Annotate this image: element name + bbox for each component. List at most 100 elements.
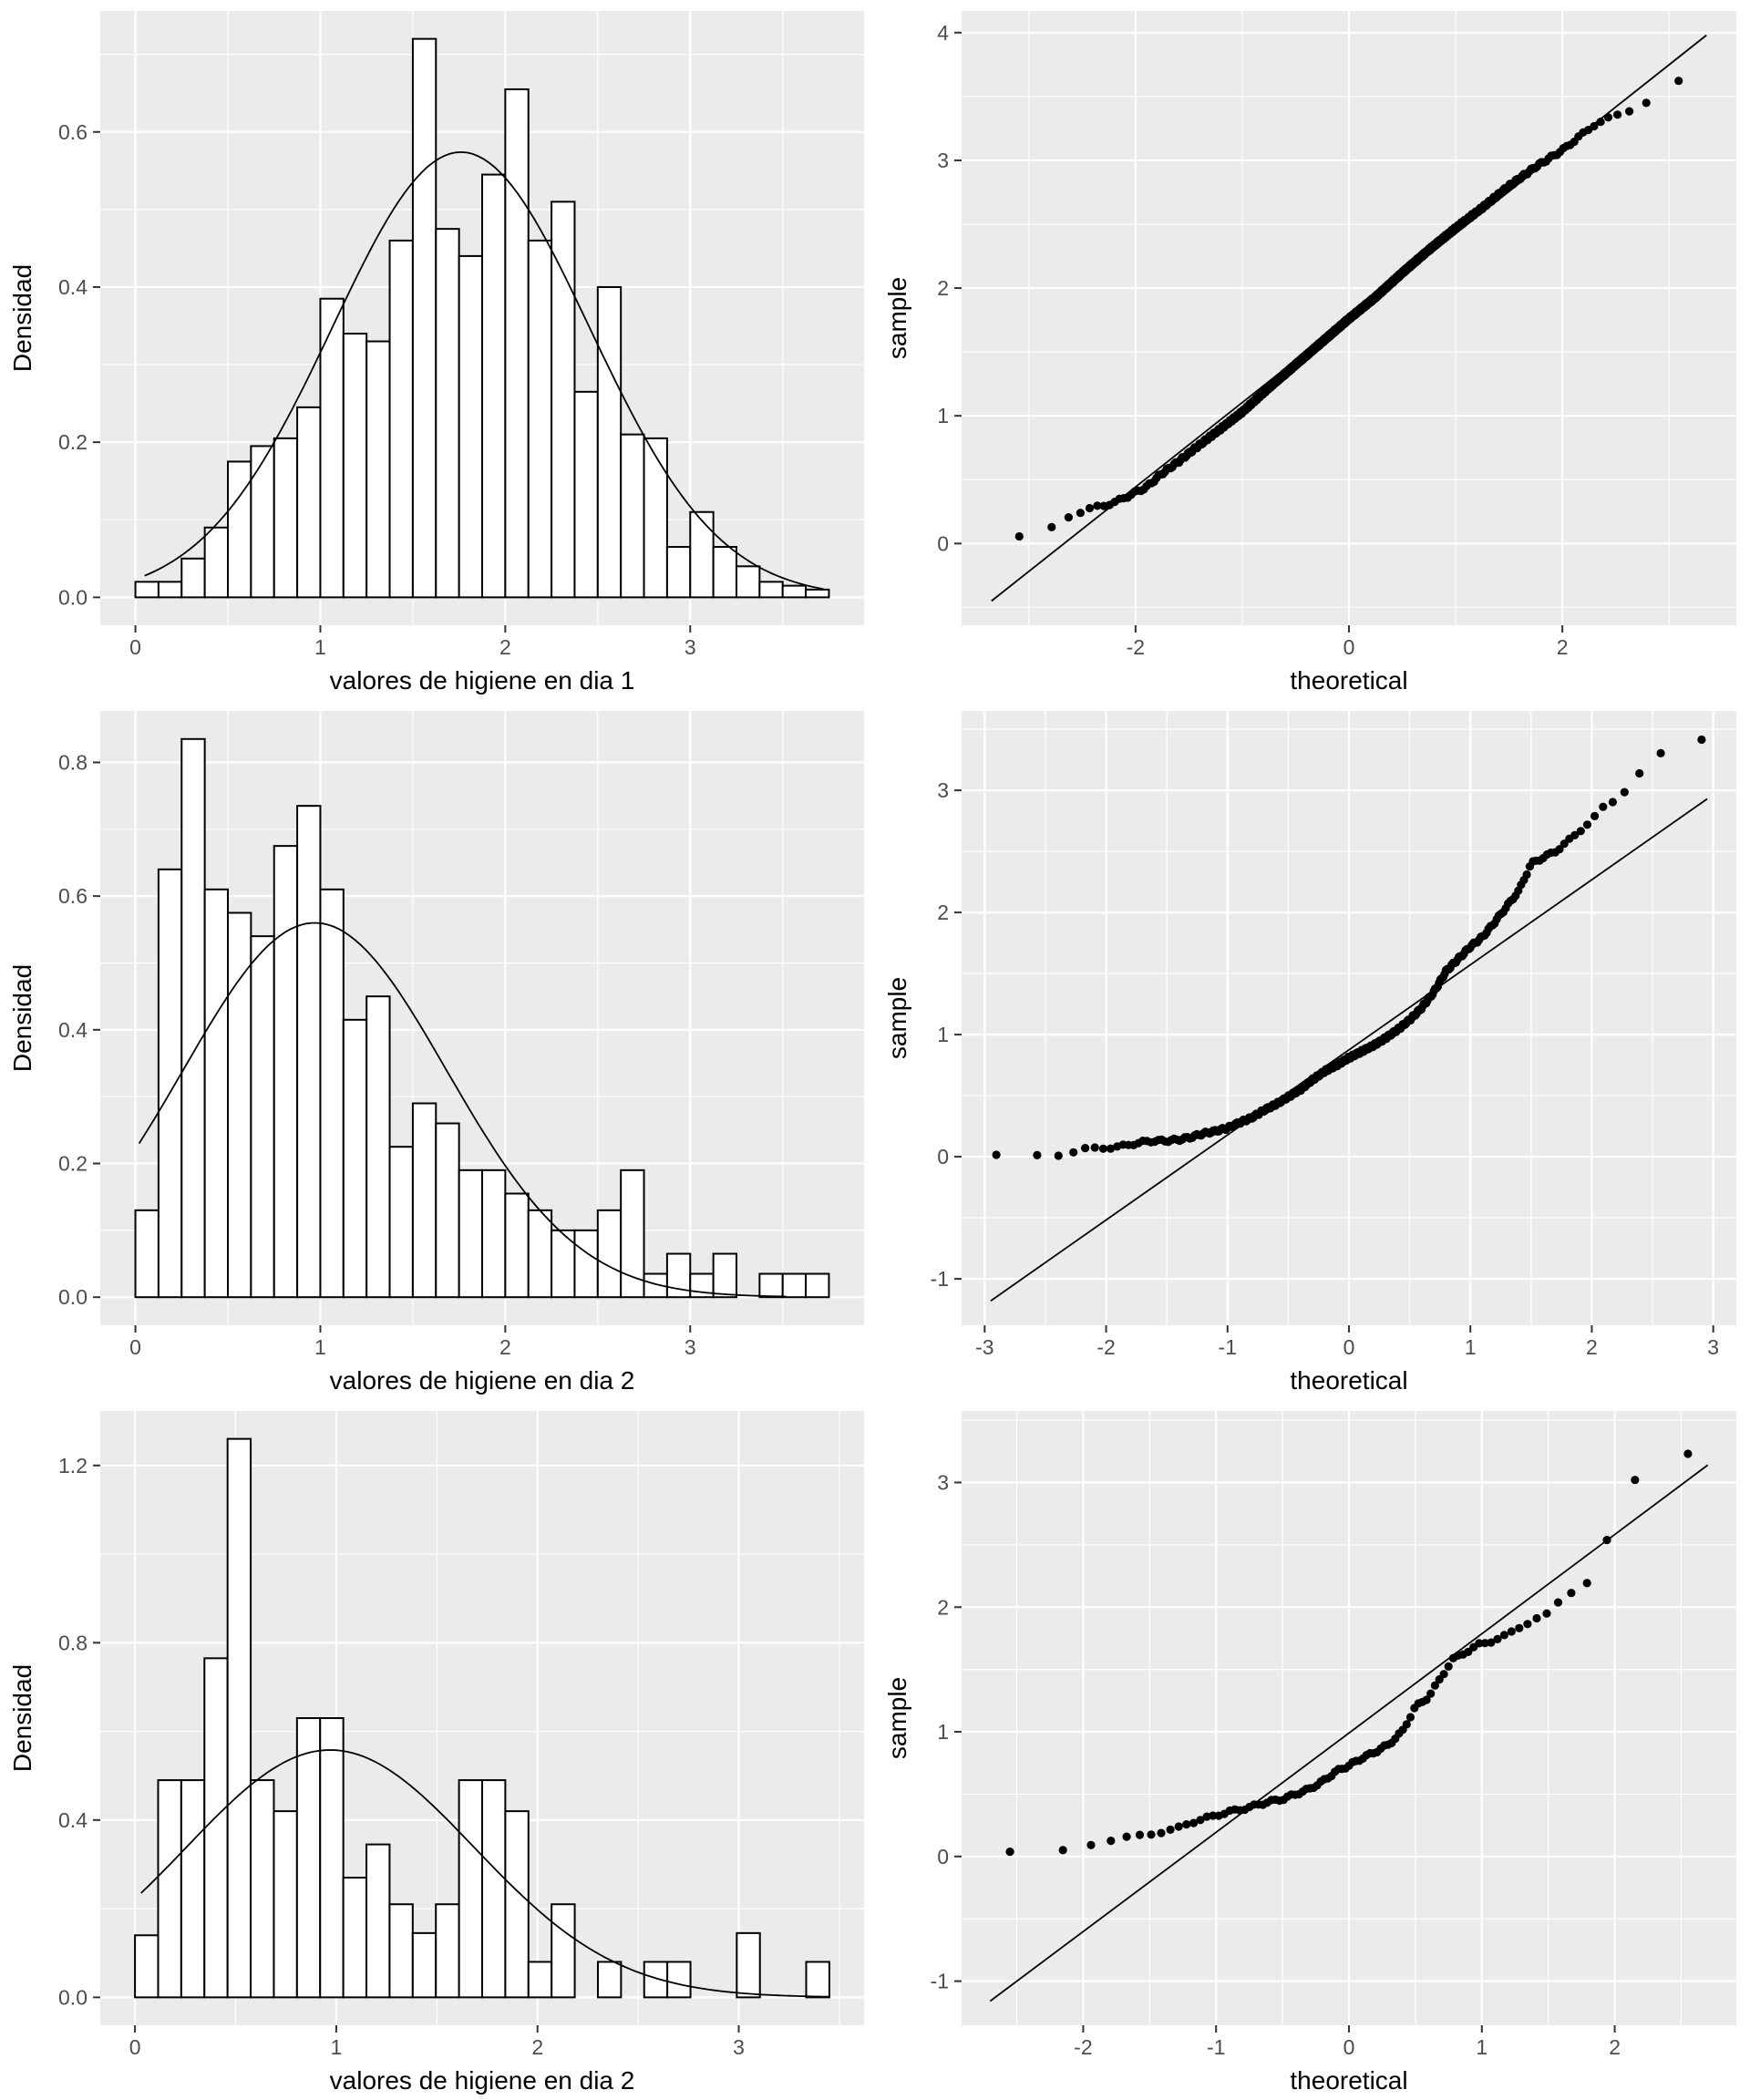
plot-histogram-dia2-b: 0 1 2 3 0.0 0.4 0.8 1.2 valores de higiene en di… xyxy=(0,1400,875,2100)
histogram-bar xyxy=(781,584,808,599)
plot-canvas: 0 1 2 3 0.0 0.2 0.4 0.6 0.8 valores de higiene en… xyxy=(8,711,864,1395)
histogram-bar xyxy=(365,340,391,599)
x-axis-title: valores de higiene en dia 1 xyxy=(330,666,635,695)
qq-point xyxy=(1054,1151,1063,1160)
qq-point xyxy=(1014,531,1024,541)
plot-qq-dia2-b: -2 -1 0 1 2 -1 0 1 2 3 theoretical sample xyxy=(875,1400,1750,2100)
y-axis-title: sample xyxy=(883,977,911,1059)
histogram-bar xyxy=(665,546,692,599)
qq-point xyxy=(1047,522,1056,532)
y-tick-label: 0 xyxy=(937,531,949,555)
qq-point xyxy=(1058,1846,1067,1855)
histogram-bar xyxy=(134,1934,160,1999)
histogram-bar xyxy=(319,888,345,1299)
histogram-bar xyxy=(296,406,322,599)
y-tick-label: -1 xyxy=(931,1267,949,1291)
qq-point xyxy=(1076,509,1085,518)
qq-point xyxy=(1106,1144,1116,1153)
qq-point xyxy=(1625,107,1634,116)
qq-point xyxy=(1196,1816,1205,1825)
qq-point xyxy=(1631,1476,1640,1485)
y-tick-label: 0 xyxy=(937,1145,949,1168)
tick-marks xyxy=(93,130,692,633)
histogram-bar xyxy=(527,1209,553,1299)
y-tick-label: 0.8 xyxy=(58,750,88,774)
x-tick-label: -1 xyxy=(1207,2035,1225,2059)
y-tick-label: 3 xyxy=(937,1471,949,1495)
x-tick-label: 2 xyxy=(499,1335,511,1359)
histogram-bar xyxy=(596,285,623,599)
histogram-bar xyxy=(666,1961,692,1999)
qq-point xyxy=(1590,121,1599,131)
histogram-bar xyxy=(481,173,507,599)
qq-point xyxy=(1093,501,1102,510)
qq-point xyxy=(1602,1536,1611,1545)
qq-point xyxy=(1603,113,1613,122)
plot-canvas: 0 1 2 3 0.0 0.4 0.8 1.2 valores de higiene en di… xyxy=(8,1411,864,2095)
histogram-bar xyxy=(273,437,299,599)
histogram-bars xyxy=(134,37,830,599)
y-axis-title: sample xyxy=(883,1677,911,1759)
y-tick-label: 0 xyxy=(937,1845,949,1868)
qq-point xyxy=(1033,1150,1042,1159)
tick-marks xyxy=(93,1464,740,2033)
histogram-bar xyxy=(157,581,183,599)
y-tick-label: 0.8 xyxy=(58,1631,88,1654)
x-axis-title: theoretical xyxy=(1290,1366,1407,1395)
qq-point xyxy=(1515,1623,1524,1632)
qq-points xyxy=(992,735,1706,1160)
histogram-bar xyxy=(712,1252,737,1299)
histogram-bar xyxy=(342,1018,368,1299)
qq-point xyxy=(1555,845,1564,854)
qq-point xyxy=(1081,1144,1090,1153)
gridlines-major xyxy=(962,11,1736,625)
x-tick-label: 0 xyxy=(129,2035,141,2059)
histogram-bar xyxy=(342,1877,368,1999)
histogram-bar xyxy=(250,1779,275,1999)
x-tick-label: 2 xyxy=(1557,635,1569,659)
x-tick-label: 1 xyxy=(314,1335,326,1359)
qq-point xyxy=(1487,1638,1496,1647)
qq-point xyxy=(1499,1631,1508,1640)
histogram-bar xyxy=(157,1779,182,1999)
x-tick-label: 2 xyxy=(531,2035,543,2059)
qq-point xyxy=(1697,735,1706,745)
qq-point xyxy=(1426,1689,1436,1698)
x-tick-label: 0 xyxy=(129,635,141,659)
qq-point xyxy=(1135,1830,1145,1839)
histogram-bar xyxy=(551,201,576,599)
histogram-bar xyxy=(805,588,830,599)
density-curve xyxy=(144,150,824,591)
histogram-bar xyxy=(781,1272,808,1299)
qq-point xyxy=(1523,1620,1532,1629)
histogram-bar xyxy=(481,1779,507,1999)
histogram-bar xyxy=(458,1779,483,1999)
y-axis-title: sample xyxy=(883,277,911,359)
histogram-bar xyxy=(180,737,206,1299)
x-axis-title: theoretical xyxy=(1290,2066,1407,2095)
y-tick-label: 2 xyxy=(937,1595,949,1619)
histogram-bar xyxy=(319,297,345,599)
x-tick-label: -1 xyxy=(1219,1335,1237,1359)
x-tick-label: 2 xyxy=(499,635,511,659)
qq-point xyxy=(1507,1627,1516,1636)
qq-point xyxy=(1430,1681,1439,1690)
histogram-bar xyxy=(735,565,761,599)
qq-point xyxy=(1166,1825,1175,1834)
y-tick-label: 0.4 xyxy=(58,1808,88,1832)
y-tick-label: 0.4 xyxy=(58,1018,88,1042)
x-tick-label: 1 xyxy=(1476,2035,1488,2059)
histogram-bar xyxy=(596,1209,623,1299)
x-tick-label: 1 xyxy=(331,2035,343,2059)
x-tick-label: 2 xyxy=(1586,1335,1598,1359)
histogram-bar xyxy=(805,1272,830,1299)
plot-qq-dia2: -3 -2 -1 0 1 2 3 -1 0 1 2 3 theoretical sample xyxy=(875,700,1750,1400)
y-tick-label: 0.2 xyxy=(58,1152,88,1176)
qq-point xyxy=(1522,870,1531,880)
histogram-bar xyxy=(365,995,391,1299)
y-tick-label: 4 xyxy=(937,21,949,45)
plot-qq-dia1: -2 0 2 0 1 2 3 4 theoretical sample xyxy=(875,0,1750,700)
plot-histogram-dia1: 0 1 2 3 0.0 0.2 0.4 0.6 valores de higiene en di… xyxy=(0,0,875,700)
histogram-bar xyxy=(805,1961,830,1999)
